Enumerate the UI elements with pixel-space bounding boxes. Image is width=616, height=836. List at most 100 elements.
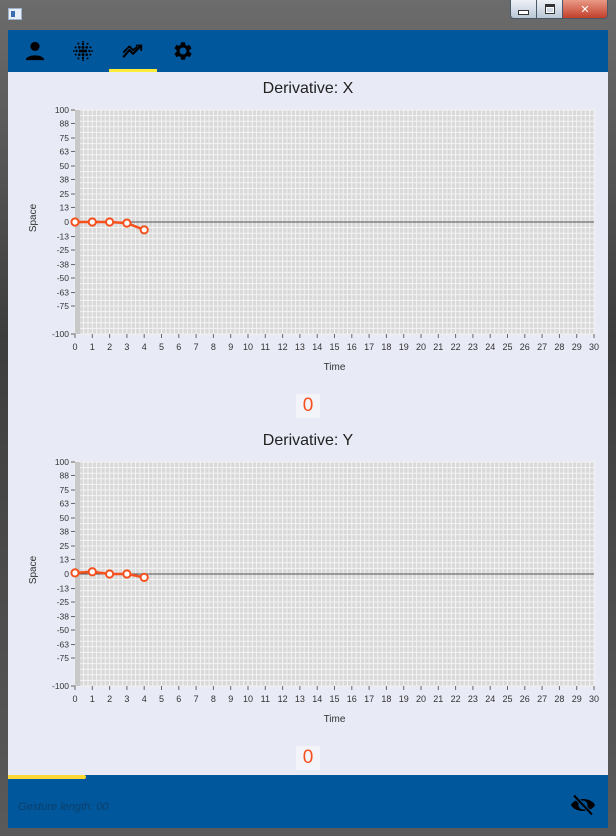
chart-x-x-tick-label: 1 [90, 342, 95, 352]
chart-x-series-point [87, 217, 97, 227]
tab-sensor[interactable] [64, 30, 102, 72]
chart-x-x-tick-label: 16 [347, 342, 357, 352]
chart-y-y-tick-label: -100 [52, 681, 69, 691]
close-icon: ✕ [580, 2, 590, 16]
chart-x-y-tick-label: -63 [57, 288, 70, 298]
chart-x-y-tick-label: 88 [60, 118, 70, 128]
app-content: Derivative: X 100 88 75 63 50 38 25 13 0 -13 -25 -3… [8, 30, 608, 828]
chart-x-x-tick-label: 4 [142, 342, 147, 352]
chart-x-series-point [139, 225, 149, 235]
chart-y-y-tick-label: 63 [60, 498, 70, 508]
chart-x-x-tick-label: 29 [572, 342, 582, 352]
chart-x-counter: 0 [296, 394, 320, 418]
gear-icon [174, 42, 192, 60]
visibility-toggle-button[interactable] [568, 793, 598, 817]
chart-x-y-tick-label: -13 [57, 232, 70, 242]
chart-y-x-tick-label: 25 [502, 694, 512, 704]
chart-x-y-tick-label: 13 [60, 202, 70, 212]
chart-x-x-tick-label: 27 [537, 342, 547, 352]
chart-x-x-tick-label: 14 [312, 342, 322, 352]
title-bar[interactable]: ✕ [0, 0, 616, 30]
chart-x-y-tick-label: -38 [57, 260, 70, 270]
chart-x-x-tick-label: 22 [451, 342, 461, 352]
chart-x-x-tick-label: 21 [433, 342, 443, 352]
chart-x-y-tick-label: 63 [60, 146, 70, 156]
chart-x-x-tick-label: 30 [589, 342, 599, 352]
chart-x-x-tick-label: 8 [211, 342, 216, 352]
eye-off-icon [571, 794, 595, 816]
chart-y-x-tick-label: 5 [159, 694, 164, 704]
chart-x-y-tick-label: 75 [60, 133, 70, 143]
chart-y-y-tick-label: 88 [60, 470, 70, 480]
minimize-icon [518, 9, 529, 15]
app-window-icon[interactable] [8, 8, 22, 20]
chart-x-y-tick-label: -75 [57, 301, 70, 311]
chart-x-y-tick-label: 100 [55, 105, 69, 115]
chart-x-x-tick-label: 25 [502, 342, 512, 352]
chart-y-series-point [87, 567, 97, 577]
chart-y-x-tick-label: 10 [243, 694, 253, 704]
chart-y-series-point [139, 572, 149, 582]
chart-y-y-tick-label: 0 [64, 569, 69, 579]
tab-settings[interactable] [164, 30, 202, 72]
chart-x-x-tick-label: 9 [228, 342, 233, 352]
chart-x-x-tick-label: 24 [485, 342, 495, 352]
minimize-button[interactable] [510, 0, 537, 19]
maximize-button[interactable] [537, 0, 563, 19]
chart-y-y-tick-label: -25 [57, 597, 70, 607]
chart-y-x-axis-label: Time [324, 714, 346, 725]
chart-x-x-tick-label: 13 [295, 342, 305, 352]
chart-y-y-tick-label: 25 [60, 541, 70, 551]
chart-x-y-tick-label: 38 [60, 174, 70, 184]
chart-x-title: Derivative: X [262, 80, 354, 97]
chart-x-y-tick-label: -25 [57, 245, 70, 255]
tab-profile[interactable] [16, 30, 54, 72]
chart-y-y-tick-label: 75 [60, 485, 70, 495]
charts-panel: Derivative: X 100 88 75 63 50 38 25 13 0 -13 -25 -3… [8, 72, 608, 775]
active-tab-indicator [109, 69, 157, 72]
chart-y-x-tick-label: 6 [176, 694, 181, 704]
chart-x-series-point [70, 217, 80, 227]
chart-y-y-tick-label: 13 [60, 554, 70, 564]
chart-y-y-tick-label: 38 [60, 526, 70, 536]
chart-x-series-point [122, 218, 132, 228]
chart-x-y-tick-label: 25 [60, 189, 70, 199]
chart-x-x-tick-label: 5 [159, 342, 164, 352]
tab-charts[interactable] [109, 30, 157, 72]
chart-y-x-tick-label: 19 [399, 694, 409, 704]
chart-y-x-tick-label: 13 [295, 694, 305, 704]
chart-y-y-tick-label: 50 [60, 513, 70, 523]
chart-x-x-tick-label: 23 [468, 342, 478, 352]
chart-y-x-tick-label: 3 [124, 694, 129, 704]
dot-grid-icon [72, 40, 94, 62]
chart-y-series-point [122, 569, 132, 579]
chart-y-x-tick-label: 15 [329, 694, 339, 704]
person-icon [25, 41, 45, 61]
chart-x: 100887563503825130-13-25-38-50-63-75-100… [28, 105, 599, 373]
chart-y-x-tick-label: 28 [554, 694, 564, 704]
chart-x-x-tick-label: 10 [243, 342, 253, 352]
chart-y-y-tick-label: -75 [57, 653, 70, 663]
chart-y-x-tick-label: 24 [485, 694, 495, 704]
close-button[interactable]: ✕ [563, 0, 608, 19]
chart-y-y-axis-label: Space [28, 555, 39, 584]
chart-x-x-tick-label: 11 [261, 342, 270, 352]
chart-y-x-tick-label: 23 [468, 694, 478, 704]
chart-x-x-tick-label: 17 [364, 342, 374, 352]
chart-y-y-tick-label: -13 [57, 584, 70, 594]
chart-y-x-tick-label: 21 [433, 694, 443, 704]
maximize-icon [544, 4, 555, 14]
chart-y-series-point [105, 569, 115, 579]
chart-y-y-tick-label: -50 [57, 625, 70, 635]
trending-icon [122, 44, 143, 58]
chart-y-x-tick-label: 2 [107, 694, 112, 704]
chart-x-y-tick-label: -100 [52, 329, 69, 339]
chart-y-x-tick-label: 20 [416, 694, 426, 704]
chart-x-x-tick-label: 28 [554, 342, 564, 352]
chart-y-x-tick-label: 9 [228, 694, 233, 704]
chart-y-x-tick-label: 12 [278, 694, 288, 704]
chart-y-y-tick-label: 100 [55, 457, 69, 467]
chart-y-x-tick-label: 11 [261, 694, 270, 704]
chart-x-x-tick-label: 20 [416, 342, 426, 352]
